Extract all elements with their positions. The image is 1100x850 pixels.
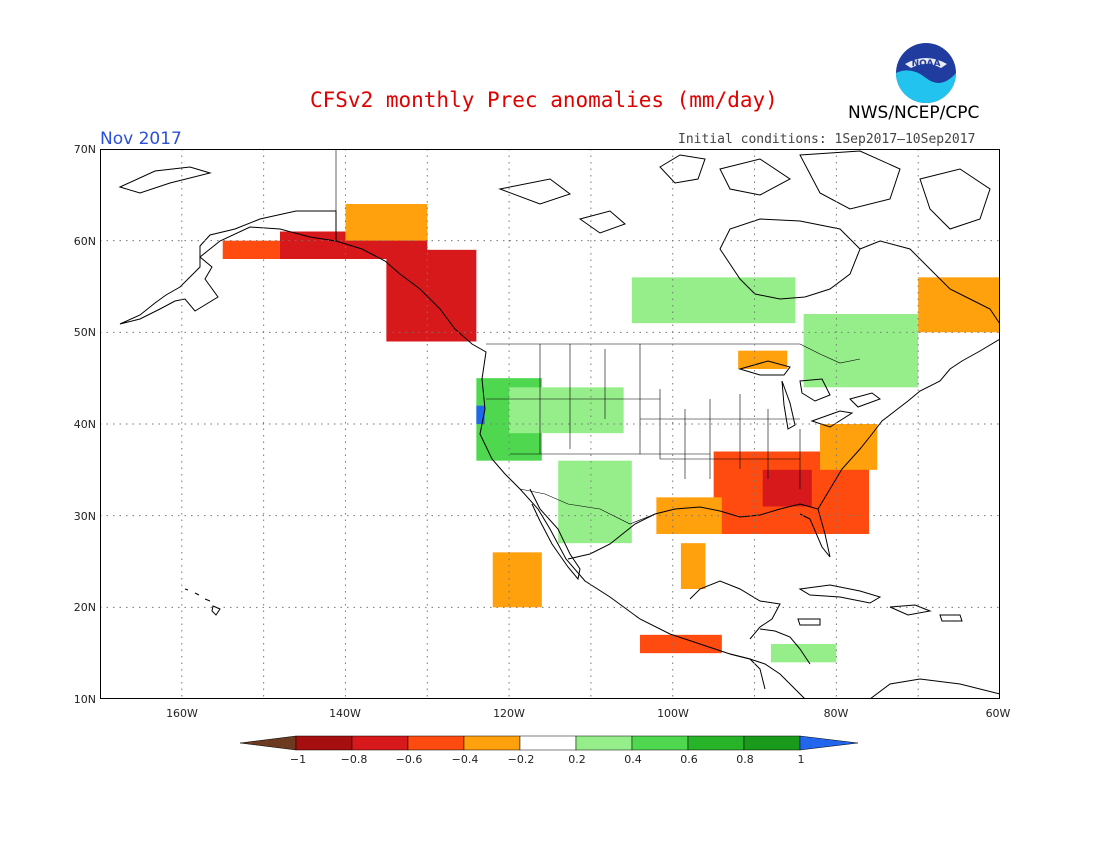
colorbar-swatch-3 bbox=[407, 735, 465, 751]
initial-conditions: Initial conditions: 1Sep2017–10Sep2017 bbox=[678, 132, 976, 147]
anomaly-cell-10 bbox=[820, 424, 878, 470]
anomaly-cell-18 bbox=[631, 277, 796, 324]
colorbar-swatch-7 bbox=[631, 735, 689, 751]
lat-label-10n: 10N bbox=[73, 693, 96, 706]
lon-label-160w: 160W bbox=[166, 707, 198, 720]
colorbar-label-04: 0.4 bbox=[624, 753, 642, 766]
anomaly-cell-5 bbox=[476, 405, 485, 424]
anomaly-cell-15 bbox=[640, 634, 722, 654]
lon-label-60w: 60W bbox=[985, 707, 1011, 720]
colorbar-label-06: 0.6 bbox=[680, 753, 698, 766]
colorbar-label-m06: −0.6 bbox=[395, 753, 423, 766]
colorbar-swatch-5 bbox=[519, 735, 577, 751]
anomaly-cell-17 bbox=[492, 552, 542, 608]
colorbar-max-arrow bbox=[799, 735, 859, 751]
noaa-logo-text: NOAA bbox=[912, 59, 941, 69]
anomaly-cell-3 bbox=[386, 249, 477, 342]
colorbar-swatch-8 bbox=[687, 735, 745, 751]
anomaly-cell-14 bbox=[770, 644, 837, 663]
lat-label-20n: 20N bbox=[73, 601, 96, 614]
anomaly-cell-16 bbox=[918, 277, 1000, 333]
colorbar-label-1: 1 bbox=[797, 753, 805, 766]
lon-label-120w: 120W bbox=[493, 707, 525, 720]
anomaly-cell-9 bbox=[762, 469, 812, 507]
colorbar-label-08: 0.8 bbox=[736, 753, 754, 766]
agency-label: NWS/NCEP/CPC bbox=[848, 103, 980, 123]
anomaly-cell-1 bbox=[222, 240, 280, 259]
colorbar-swatch-1 bbox=[295, 735, 353, 751]
anomaly-cell-6 bbox=[509, 387, 624, 434]
lat-label-70n: 70N bbox=[73, 143, 96, 156]
colorbar-swatch-4 bbox=[463, 735, 521, 751]
colorbar-label-m02: −0.2 bbox=[507, 753, 535, 766]
lat-lon-gridlines bbox=[100, 149, 1000, 699]
anomaly-cell-7 bbox=[558, 460, 632, 544]
colorbar-min-arrow bbox=[240, 735, 297, 751]
lon-label-140w: 140W bbox=[329, 707, 361, 720]
colorbar-label-m08: −0.8 bbox=[340, 753, 368, 766]
colorbar bbox=[240, 735, 859, 751]
forecast-month: Nov 2017 bbox=[100, 129, 182, 149]
anomaly-cell-13 bbox=[803, 314, 919, 388]
anomaly-cell-2 bbox=[345, 204, 428, 241]
lat-label-50n: 50N bbox=[73, 326, 96, 339]
colorbar-label-m04: −0.4 bbox=[451, 753, 479, 766]
anomaly-cell-12 bbox=[680, 543, 706, 589]
colorbar-label-m1: −1 bbox=[289, 753, 307, 766]
colorbar-label-02: 0.2 bbox=[568, 753, 586, 766]
anomaly-cell-11 bbox=[656, 497, 722, 534]
precip-anomaly-map bbox=[100, 149, 1000, 699]
map-title: CFSv2 monthly Prec anomalies (mm/day) bbox=[310, 88, 778, 112]
lon-label-80w: 80W bbox=[823, 707, 849, 720]
anomaly-cell-19 bbox=[738, 350, 788, 369]
anomaly-shading bbox=[222, 204, 1000, 663]
colorbar-swatch-6 bbox=[575, 735, 633, 751]
lon-label-100w: 100W bbox=[657, 707, 689, 720]
colorbar-swatch-2 bbox=[351, 735, 409, 751]
lat-label-60n: 60N bbox=[73, 235, 96, 248]
lat-label-40n: 40N bbox=[73, 418, 96, 431]
colorbar-swatch-9 bbox=[743, 735, 801, 751]
lat-label-30n: 30N bbox=[73, 510, 96, 523]
noaa-logo: NOAA bbox=[896, 43, 956, 103]
